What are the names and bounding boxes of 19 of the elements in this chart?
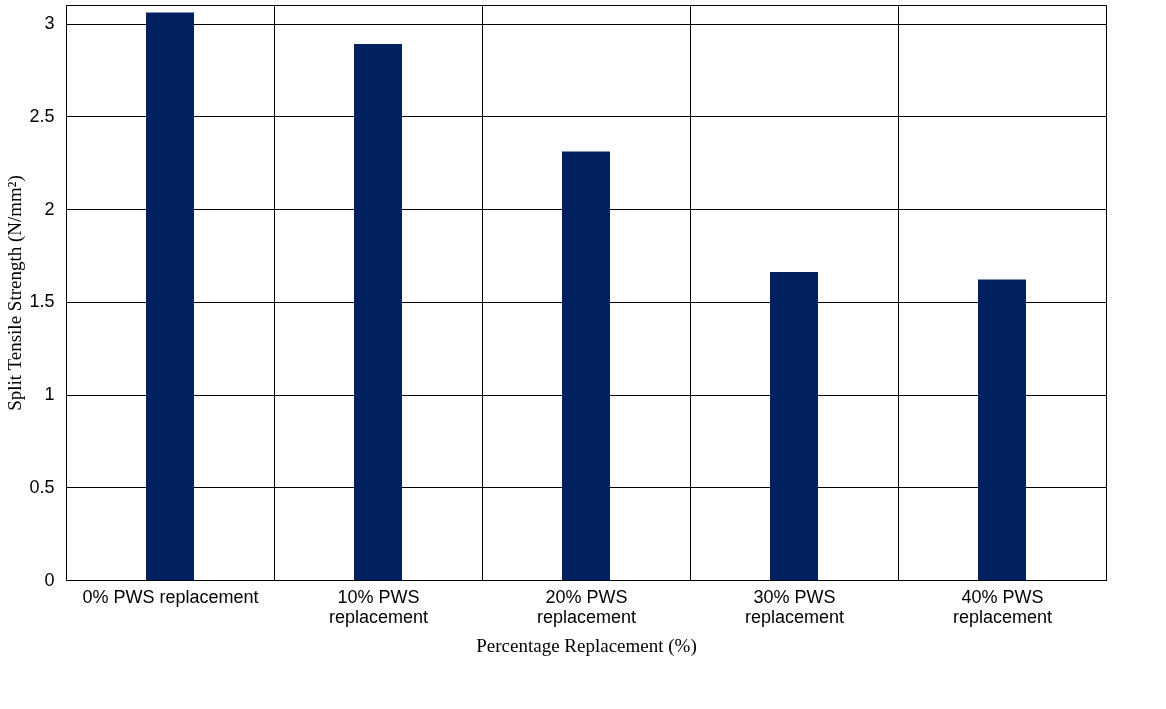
y-tick-label: 1.5 [29, 291, 55, 312]
y-tick-label: 0.5 [29, 476, 55, 497]
y-tick-label: 3 [44, 13, 55, 34]
y-tick-label: 2 [44, 198, 55, 219]
bar [146, 12, 194, 580]
bar [770, 272, 818, 580]
y-axis-title: Split Tensile Strength (N/mm²) [4, 175, 27, 411]
x-tick-label: 20% PWS replacement [536, 586, 637, 627]
x-tick-label: 0% PWS replacement [82, 586, 259, 607]
x-tick-label: 10% PWS replacement [328, 586, 429, 627]
x-tick-label: 30% PWS replacement [744, 586, 845, 627]
y-tick-label: 2.5 [29, 105, 55, 126]
bar [562, 151, 610, 580]
bar [978, 279, 1026, 580]
y-tick-label: 1 [44, 384, 55, 405]
bar [354, 43, 402, 580]
y-tick-label: 0 [44, 569, 55, 590]
x-tick-label: 40% PWS replacement [952, 586, 1053, 627]
x-axis-title: Percentage Replacement (%) [476, 634, 697, 657]
